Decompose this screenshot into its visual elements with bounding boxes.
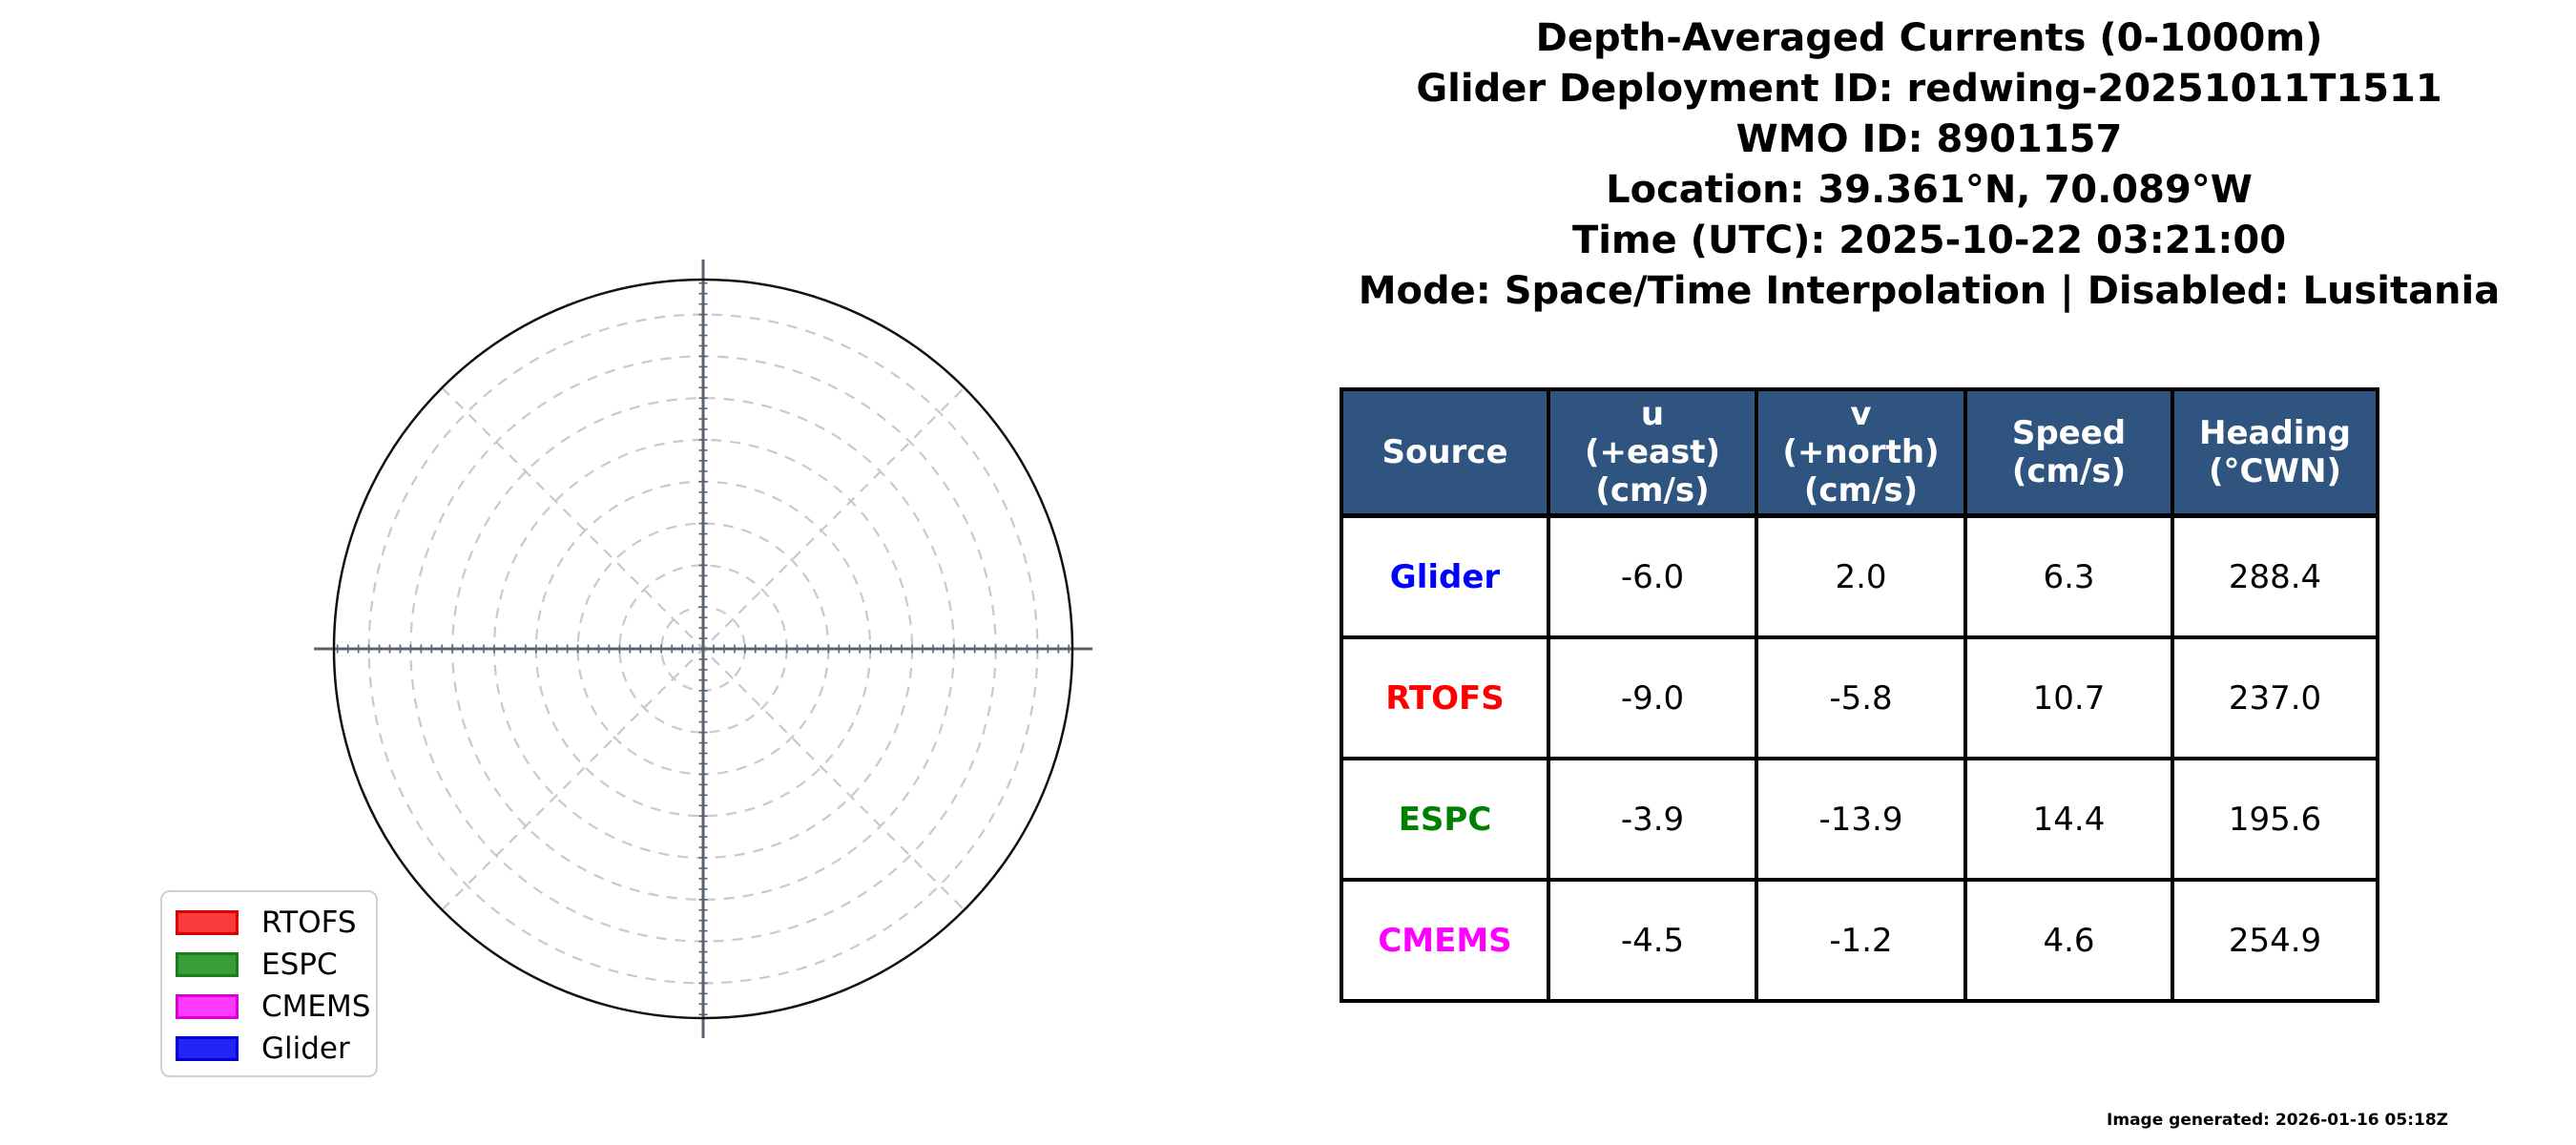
col-header-source: Source — [1340, 387, 1550, 518]
col-header-v: v (+north) (cm/s) — [1755, 387, 1967, 518]
speed-cell: 4.6 — [1963, 878, 2174, 1003]
table-row: Glider -6.0 2.0 6.3 288.4 — [1340, 513, 2379, 639]
table-header-row: Source u (+east) (cm/s) v (+north) (cm/s… — [1340, 387, 2379, 518]
glider-swatch-icon — [176, 1036, 239, 1061]
legend-item-espc: ESPC — [176, 944, 376, 986]
legend-label-rtofs: RTOFS — [261, 905, 357, 940]
speed-cell: 14.4 — [1963, 757, 2174, 882]
legend-item-rtofs: RTOFS — [176, 902, 376, 944]
location-line: Location: 39.361°N, 70.089°W — [1606, 168, 2253, 212]
wmo-id-line: WMO ID: 8901157 — [1735, 117, 2123, 161]
image-generated-note: Image generated: 2026-01-16 05:18Z — [2107, 1111, 2448, 1130]
cmems-swatch-icon — [176, 994, 239, 1019]
u-cell: -4.5 — [1547, 878, 1758, 1003]
u-cell: -3.9 — [1547, 757, 1758, 882]
v-cell: -5.8 — [1755, 635, 1967, 760]
polar-current-plot — [314, 260, 1092, 1038]
v-cell: -13.9 — [1755, 757, 1967, 882]
speed-cell: 6.3 — [1963, 513, 2174, 639]
currents-table: Source u (+east) (cm/s) v (+north) (cm/s… — [1340, 387, 2379, 1003]
legend-label-cmems: CMEMS — [261, 989, 371, 1024]
speed-cell: 10.7 — [1963, 635, 2174, 760]
espc-swatch-icon — [176, 952, 239, 977]
v-cell: -1.2 — [1755, 878, 1967, 1003]
time-line: Time (UTC): 2025-10-22 03:21:00 — [1571, 219, 2287, 262]
deployment-id-line: Glider Deployment ID: redwing-20251011T1… — [1416, 67, 2442, 111]
outer-ring — [332, 278, 1074, 1020]
plot-legend: RTOFS ESPC CMEMS Glider — [160, 890, 378, 1077]
heading-cell: 254.9 — [2171, 878, 2379, 1003]
source-cell: Glider — [1340, 513, 1550, 639]
table-row: CMEMS -4.5 -1.2 4.6 254.9 — [1340, 878, 2379, 1003]
table-row: RTOFS -9.0 -5.8 10.7 237.0 — [1340, 635, 2379, 760]
legend-label-espc: ESPC — [261, 947, 338, 982]
col-header-heading: Heading (°CWN) — [2171, 387, 2379, 518]
heading-cell: 195.6 — [2171, 757, 2379, 882]
table-row: ESPC -3.9 -13.9 14.4 195.6 — [1340, 757, 2379, 882]
legend-label-glider: Glider — [261, 1030, 350, 1066]
source-cell: ESPC — [1340, 757, 1550, 882]
source-cell: CMEMS — [1340, 878, 1550, 1003]
mode-line: Mode: Space/Time Interpolation | Disable… — [1358, 269, 2501, 313]
col-header-speed: Speed (cm/s) — [1963, 387, 2174, 518]
col-header-u: u (+east) (cm/s) — [1547, 387, 1758, 518]
v-cell: 2.0 — [1755, 513, 1967, 639]
legend-item-glider: Glider — [176, 1028, 376, 1070]
heading-cell: 288.4 — [2171, 513, 2379, 639]
plot-title: Depth-Averaged Currents (0-1000m) — [1535, 16, 2323, 60]
u-cell: -6.0 — [1547, 513, 1758, 639]
rtofs-swatch-icon — [176, 910, 239, 935]
source-cell: RTOFS — [1340, 635, 1550, 760]
title-block: Depth-Averaged Currents (0-1000m) Glider… — [1282, 13, 2576, 317]
heading-cell: 237.0 — [2171, 635, 2379, 760]
legend-item-cmems: CMEMS — [176, 986, 376, 1028]
u-cell: -9.0 — [1547, 635, 1758, 760]
